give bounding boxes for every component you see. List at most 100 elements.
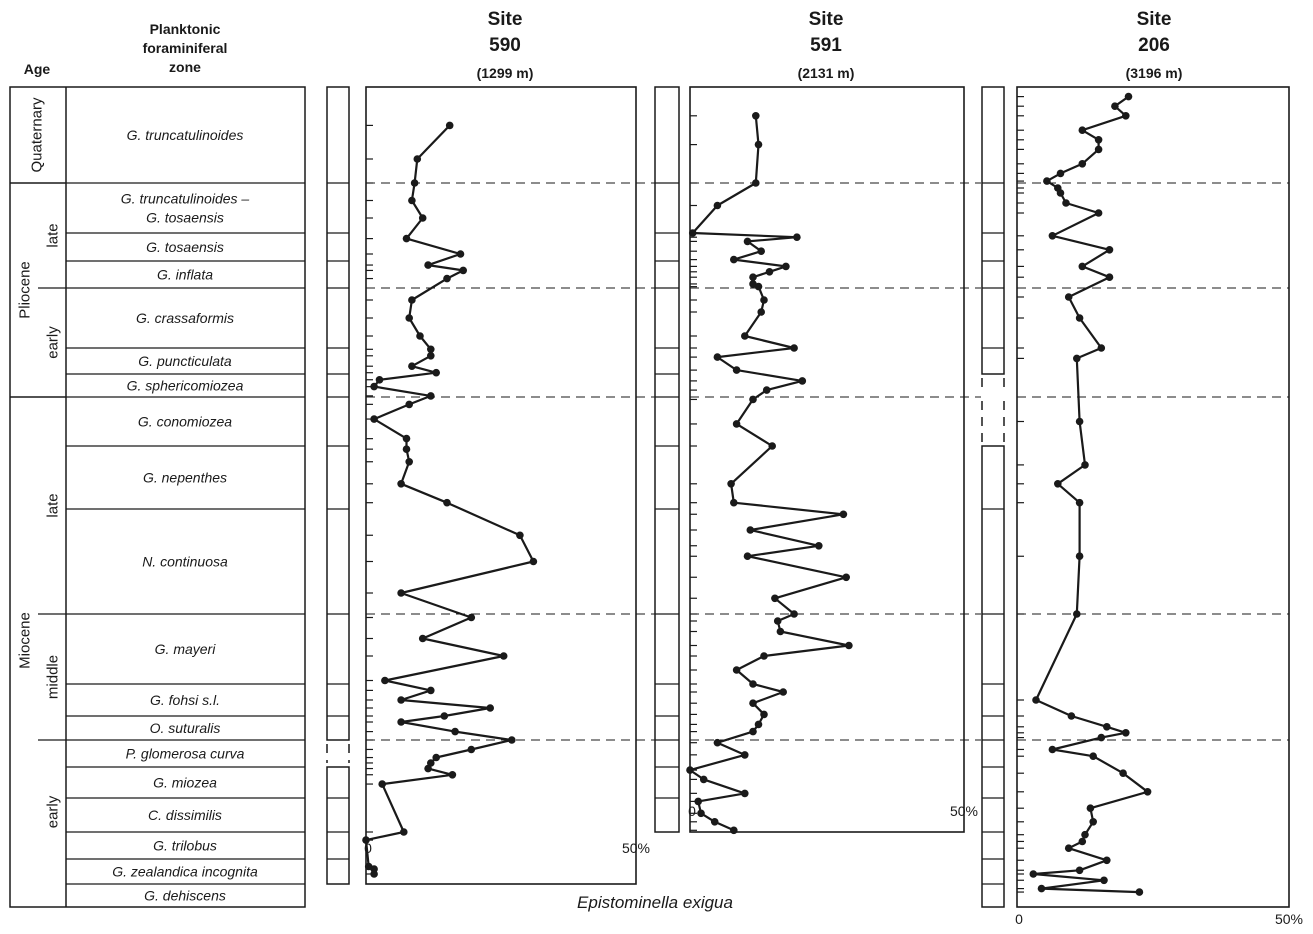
data-point xyxy=(443,498,451,507)
data-point xyxy=(773,617,782,625)
data-point xyxy=(427,352,435,360)
zone-header-line3: zone xyxy=(169,59,201,75)
data-point xyxy=(440,712,449,720)
site-label: Site xyxy=(488,9,523,30)
data-point xyxy=(730,826,738,835)
data-point xyxy=(1097,344,1106,352)
age-header: Age xyxy=(24,61,51,77)
data-point xyxy=(749,273,757,282)
data-point xyxy=(1081,461,1089,469)
site-number: 206 xyxy=(1138,35,1170,56)
data-point xyxy=(1075,866,1084,875)
data-point xyxy=(445,121,454,130)
data-point xyxy=(405,400,414,409)
data-point xyxy=(743,237,752,246)
data-point xyxy=(467,745,476,754)
data-point xyxy=(362,836,370,844)
zone-label: G. miozea xyxy=(153,775,217,791)
data-point xyxy=(424,764,432,773)
sub-age-label: late xyxy=(45,493,62,517)
sample-column xyxy=(981,86,1005,375)
data-point xyxy=(790,610,798,618)
data-point xyxy=(771,594,779,603)
site-depth: (3196 m) xyxy=(1126,65,1183,81)
data-point xyxy=(765,268,774,276)
data-point xyxy=(1119,769,1127,777)
data-point xyxy=(1056,169,1065,178)
data-point xyxy=(370,382,378,391)
data-point xyxy=(427,345,435,354)
zone-label: P. glomerosa curva xyxy=(126,746,245,762)
data-point xyxy=(459,266,468,275)
data-point xyxy=(686,766,694,774)
data-point xyxy=(443,274,451,283)
sub-age-label: early xyxy=(45,795,62,828)
data-point xyxy=(418,214,427,222)
data-point xyxy=(499,652,508,660)
data-point xyxy=(408,196,416,205)
data-point xyxy=(1135,888,1144,896)
data-point xyxy=(432,753,441,762)
data-point xyxy=(405,314,414,322)
x-tick-label: 50% xyxy=(1275,911,1303,927)
sample-column xyxy=(981,445,1005,908)
data-point xyxy=(760,652,768,660)
data-point xyxy=(1073,610,1081,618)
data-point xyxy=(1048,745,1057,754)
data-point xyxy=(749,395,757,404)
x-tick-label: 0 xyxy=(364,840,372,856)
data-point xyxy=(694,797,702,806)
sample-column xyxy=(654,86,680,833)
data-point xyxy=(754,720,763,729)
data-point xyxy=(760,296,768,304)
zone-label: G. zealandica incognita xyxy=(112,864,258,880)
site-panel: Site 590 (1299 m) 0 50% xyxy=(326,9,657,885)
data-point xyxy=(842,573,850,582)
data-point xyxy=(1105,246,1114,254)
data-point xyxy=(1029,870,1038,878)
data-point xyxy=(1103,856,1111,865)
data-point xyxy=(486,704,495,712)
zone-label: G. trilobus xyxy=(153,838,217,854)
data-point xyxy=(1078,126,1087,134)
zone-label: G. sphericomiozea xyxy=(127,378,244,394)
data-point xyxy=(416,332,424,340)
site-label: Site xyxy=(809,9,844,30)
plot-frame xyxy=(689,86,965,833)
data-point xyxy=(754,282,763,291)
data-point xyxy=(749,699,757,707)
data-point xyxy=(1075,314,1084,322)
data-point xyxy=(1100,876,1108,885)
data-point xyxy=(1075,417,1084,426)
data-point xyxy=(413,155,422,163)
zone-label: G. tosaensis xyxy=(146,239,224,255)
x-tick-label: 50% xyxy=(622,840,650,856)
series-line xyxy=(688,115,850,832)
data-point xyxy=(1067,712,1076,720)
data-point xyxy=(1078,837,1087,846)
data-point xyxy=(768,442,776,450)
data-point xyxy=(424,261,432,269)
data-point xyxy=(397,480,405,488)
data-point xyxy=(1064,844,1073,852)
data-point xyxy=(402,445,411,454)
data-point xyxy=(378,780,387,788)
data-point xyxy=(760,710,768,719)
data-point xyxy=(754,140,763,149)
data-point xyxy=(1124,92,1133,101)
data-point xyxy=(402,234,411,243)
data-point xyxy=(732,420,741,428)
site-panel: Site 206 (3196 m) 0 50% xyxy=(981,9,1303,927)
data-point xyxy=(1043,177,1051,185)
data-point xyxy=(397,718,405,726)
data-point xyxy=(743,552,752,560)
x-tick-label: 50% xyxy=(950,803,978,819)
zone-table: G. truncatulinoides G. truncatulinoides –… xyxy=(9,86,306,908)
data-point xyxy=(418,634,427,643)
data-point xyxy=(410,179,419,187)
age-label: Quaternary xyxy=(29,97,46,173)
data-point xyxy=(432,368,441,377)
data-point xyxy=(688,229,697,237)
